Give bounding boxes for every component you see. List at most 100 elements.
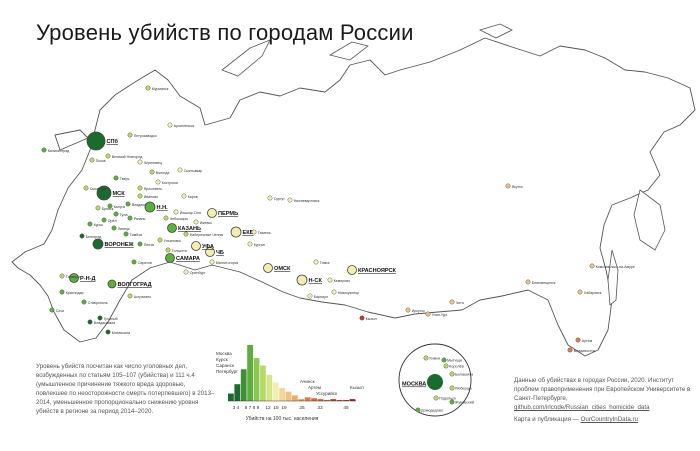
inset-dot: [443, 363, 449, 369]
city-label: Киров: [188, 195, 198, 199]
histogram-bar: [343, 400, 349, 401]
source-text: Данные об убийствах в городах России, 20…: [514, 377, 691, 402]
city-dot: [89, 157, 95, 163]
inset-dot: [449, 371, 455, 377]
city-label: Улан-Удэ: [432, 313, 447, 317]
city-label: Курган: [254, 243, 265, 247]
city-dot: [113, 175, 119, 181]
tick-label: 7: [249, 405, 252, 411]
city-dot: [205, 247, 215, 257]
city-dot: [163, 215, 169, 221]
legend-ticks: 3 4 6 7 8 9 12 15 19 25 33 45: [233, 405, 349, 411]
histogram-bar: [336, 400, 343, 401]
city-dot: [577, 289, 583, 295]
histogram-bar: [330, 399, 337, 401]
city-dot: [575, 337, 581, 343]
histogram-bar: [240, 369, 247, 401]
histogram-bar: [266, 374, 273, 401]
city-label: Череповец: [144, 161, 162, 165]
legend-low-label: Саранск: [216, 363, 235, 368]
city-label: Сыктывкар: [184, 169, 203, 173]
city-label: ПЕРМЬ: [218, 211, 238, 217]
city-dot: [155, 179, 161, 185]
city-label: КАЗАНЬ: [178, 226, 201, 232]
inset-dot: [433, 395, 439, 401]
city-label: Курск: [94, 223, 104, 227]
city-dot: [267, 195, 273, 201]
legend-mid-label: Ачинск: [300, 379, 315, 384]
city-label: Калуга: [114, 205, 125, 209]
city-label: Владикавказ: [94, 321, 116, 325]
inset-label: Химки: [429, 357, 440, 361]
source-link[interactable]: github.com/irlcode/Russian_cities_homici…: [514, 404, 650, 411]
city-label: Томск: [320, 261, 330, 265]
city-dot: [173, 209, 179, 215]
city-label: Тамбов: [130, 233, 143, 237]
tick-label: 45: [343, 405, 349, 411]
city-dot: [296, 274, 308, 286]
city-dot: [125, 201, 131, 207]
city-dot: [69, 273, 79, 283]
legend-histogram: [228, 345, 356, 401]
credit-line: Карта и публикация — OurCountryInData.ru: [514, 416, 638, 423]
city-dot: [230, 226, 242, 238]
credit-link[interactable]: OurCountryInData.ru: [580, 416, 638, 423]
city-dot: [123, 231, 129, 237]
city-dot: [83, 185, 89, 191]
city-label: Оренбург: [190, 271, 207, 275]
tick-label: 12: [265, 405, 271, 411]
city-label: Благовещенск: [532, 281, 556, 285]
city-dot: [191, 241, 201, 251]
city-label: Чебоксары: [170, 217, 189, 221]
city-dot: [207, 208, 217, 218]
tick-label: 9: [257, 405, 260, 411]
legend-low-label: Петербург: [216, 369, 238, 374]
legend-mid-label: Артем: [308, 385, 321, 390]
city-dot: [449, 299, 455, 305]
city-dot: [167, 122, 173, 128]
city-dot: [183, 269, 189, 275]
histogram-bar: [311, 398, 317, 401]
city-dot: [137, 159, 143, 165]
city-label: Н-СК: [309, 278, 323, 284]
city-label: Ставрополь: [88, 301, 108, 305]
tick-label: 6: [245, 405, 248, 411]
kamchatka-outline: [633, 189, 666, 251]
city-label: Владивосток: [574, 349, 596, 353]
city-dot: [567, 347, 573, 353]
histogram-bar: [324, 400, 330, 401]
city-label: УФА: [202, 244, 214, 250]
city-label: Кызыл: [366, 317, 377, 321]
city-dots: Мурманск Архангельск СПб Калининград Петроза…: [41, 85, 635, 353]
city-dot: [145, 85, 151, 91]
histogram-bar: [317, 399, 324, 401]
histogram-bar: [247, 345, 253, 401]
city-dot: [87, 319, 93, 325]
legend-low-label: Курск: [216, 357, 229, 362]
city-dot: [331, 289, 337, 295]
city-label: Ярославль: [144, 187, 162, 191]
city-dot: [59, 289, 65, 295]
city-label: ВОРОНЕЖ: [105, 242, 135, 248]
city-label: Магнитогорск: [216, 261, 239, 265]
city-label: Нижневартовск: [294, 199, 320, 203]
city-label: Владимир: [132, 203, 149, 207]
inset-dots: [415, 355, 455, 413]
city-label: Н.Н.: [157, 205, 169, 211]
city-label: Калининград: [48, 149, 70, 153]
inset-label: Подольск: [439, 397, 456, 401]
histogram-bar: [260, 365, 266, 401]
credit-prefix: Карта и публикация —: [514, 416, 581, 423]
histogram-bar: [234, 384, 241, 401]
city-dot: [113, 211, 119, 217]
novaya-zemlya: [221, 39, 271, 77]
city-label: СПб: [107, 138, 119, 145]
city-label: Кемерово: [334, 279, 350, 283]
city-dot: [92, 238, 104, 250]
city-dot: [405, 307, 411, 313]
inset-dot: [449, 385, 455, 391]
city-dot: [251, 229, 257, 235]
city-label: Сургут: [274, 197, 285, 201]
